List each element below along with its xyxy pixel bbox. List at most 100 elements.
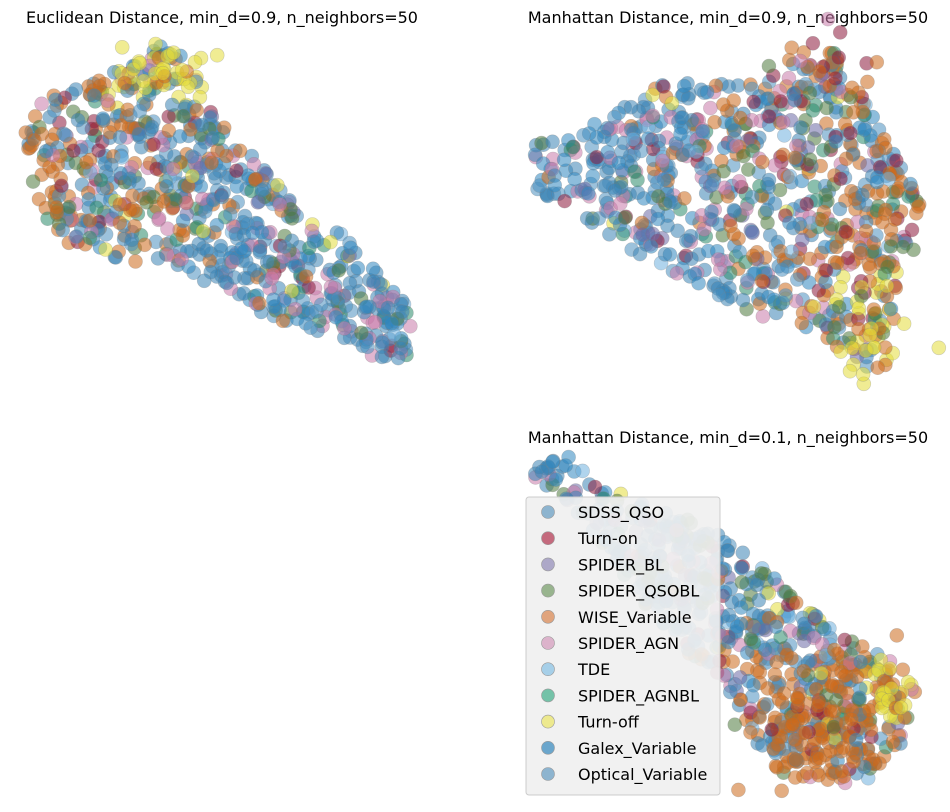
data-point [664, 96, 680, 111]
data-point [180, 79, 196, 95]
data-point [736, 148, 751, 164]
data-point [175, 213, 191, 229]
data-point [313, 297, 329, 313]
panel-title: Manhattan Distance, min_d=0.1, n_neighbo… [528, 428, 928, 448]
data-point [754, 273, 770, 289]
data-point [759, 697, 775, 712]
panel-euclidean-min-d-0-9: Euclidean Distance, min_d=0.9, n_neighbo… [18, 8, 418, 366]
legend-marker [541, 740, 555, 755]
data-point [303, 320, 319, 336]
data-point [796, 663, 812, 679]
data-point [284, 211, 300, 226]
data-point [848, 732, 864, 748]
data-point [128, 254, 143, 269]
data-point [768, 758, 784, 774]
data-point [254, 182, 270, 198]
legend-label: Optical_Variable [578, 765, 707, 785]
data-point [132, 103, 148, 119]
data-point [842, 363, 858, 379]
data-point [822, 744, 838, 759]
data-point [726, 93, 742, 108]
data-point [576, 128, 591, 143]
data-point [98, 242, 113, 257]
data-point [776, 686, 792, 701]
data-point [826, 719, 842, 735]
data-point [323, 279, 339, 295]
data-point [903, 176, 918, 192]
data-point [817, 621, 832, 637]
data-point [786, 220, 801, 236]
data-point [236, 286, 252, 301]
data-point [144, 119, 160, 135]
data-point [160, 221, 175, 236]
data-point [749, 577, 765, 593]
data-point [123, 202, 138, 218]
data-point [655, 153, 670, 169]
data-point [86, 88, 102, 103]
data-point [214, 189, 230, 205]
data-point [674, 110, 689, 125]
data-point [680, 91, 696, 106]
data-point [367, 314, 383, 330]
data-point [744, 189, 760, 205]
data-point [776, 128, 792, 143]
data-point [623, 99, 639, 115]
data-point [833, 279, 848, 295]
data-point [893, 700, 909, 715]
data-point [802, 152, 818, 167]
data-point [854, 288, 869, 304]
legend-entry: SPIDER_AGN [541, 634, 679, 654]
data-point [587, 479, 603, 495]
data-point [343, 240, 359, 256]
data-point [151, 211, 167, 226]
data-point [288, 258, 303, 274]
data-point [252, 243, 268, 258]
data-point [721, 634, 736, 650]
legend-marker [541, 714, 555, 729]
data-point [192, 141, 208, 157]
data-point [219, 275, 235, 291]
data-point [723, 218, 738, 234]
data-point [872, 756, 887, 771]
data-point [82, 230, 98, 246]
data-point [139, 195, 154, 210]
data-point [108, 250, 124, 265]
data-point [70, 112, 86, 128]
data-point [885, 734, 901, 750]
data-point [831, 299, 847, 315]
data-point [208, 170, 223, 186]
data-point [567, 171, 582, 187]
data-point [204, 155, 219, 171]
data-point [245, 225, 260, 241]
data-point [719, 543, 735, 558]
data-point [855, 366, 871, 382]
data-point [645, 226, 661, 242]
data-point [764, 722, 780, 737]
data-point [247, 263, 262, 278]
data-point [89, 200, 104, 216]
data-point [759, 202, 775, 218]
data-point [732, 110, 748, 126]
data-point [600, 144, 616, 160]
data-point [219, 148, 234, 164]
data-point [862, 702, 877, 718]
data-point [733, 692, 748, 708]
data-point [287, 301, 303, 317]
data-point [548, 472, 564, 487]
data-point [545, 134, 560, 150]
data-point [900, 674, 916, 690]
data-point [112, 215, 128, 231]
data-point [824, 678, 839, 694]
data-point [739, 273, 755, 288]
data-point [277, 239, 293, 254]
data-point [746, 94, 762, 110]
data-point [728, 138, 744, 154]
data-point [788, 752, 804, 767]
data-point [896, 316, 912, 332]
data-point [575, 463, 590, 479]
data-point [775, 114, 791, 130]
data-point [833, 171, 848, 187]
panel-title: Manhattan Distance, min_d=0.9, n_neighbo… [528, 8, 928, 28]
data-point [112, 130, 128, 145]
legend-entry: SPIDER_QSOBL [541, 582, 699, 602]
